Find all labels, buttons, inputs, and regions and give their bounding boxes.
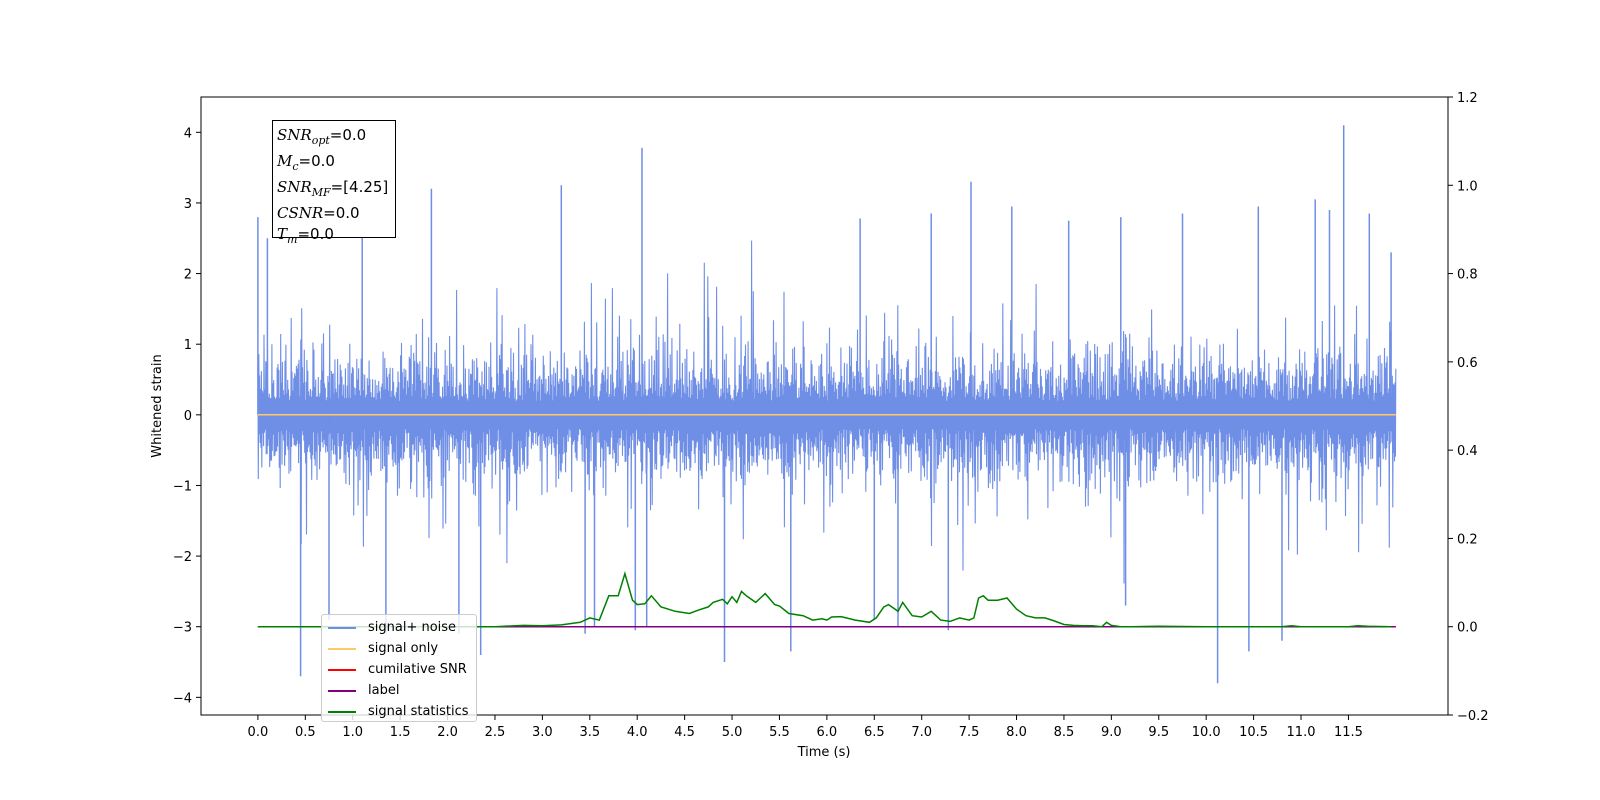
legend-item: signal statistics bbox=[328, 701, 476, 722]
x-tick-label: 9.5 bbox=[1148, 725, 1169, 740]
x-axis-label: Time (s) bbox=[797, 745, 851, 760]
x-tick-label: 7.0 bbox=[911, 725, 932, 740]
legend-swatch bbox=[328, 668, 356, 671]
x-tick-label: 2.5 bbox=[485, 725, 506, 740]
x-tick-label: 5.5 bbox=[769, 725, 790, 740]
csnr-line: CSNR=0.0 bbox=[277, 204, 360, 222]
x-tick-label: 4.0 bbox=[627, 725, 648, 740]
mc-line: Mc=0.0 bbox=[277, 152, 335, 173]
x-tick-label: 2.0 bbox=[437, 725, 458, 740]
x-tick-label: 6.0 bbox=[817, 725, 838, 740]
x-tick-label: 10.5 bbox=[1239, 725, 1268, 740]
legend-swatch bbox=[328, 647, 356, 650]
x-tick-label: 0.0 bbox=[248, 725, 269, 740]
y2-tick-label: 0.2 bbox=[1457, 532, 1478, 547]
signal-statistics-line bbox=[257, 571, 1392, 628]
x-tick-label: 3.0 bbox=[532, 725, 553, 740]
y-axis-right: −0.2 0.0 0.2 0.4 0.6 0.8 1.0 1.2 bbox=[1448, 91, 1489, 724]
x-tick-label: 10.0 bbox=[1192, 725, 1221, 740]
noise-series bbox=[257, 125, 1397, 684]
signal-noise-spikes bbox=[257, 125, 1392, 684]
tm-line: Tm=0.0 bbox=[277, 225, 334, 246]
x-tick-label: 1.0 bbox=[342, 725, 363, 740]
legend-label: signal+ noise bbox=[368, 620, 457, 635]
legend-swatch bbox=[328, 689, 356, 692]
y-tick-label: −2 bbox=[173, 550, 192, 565]
y-tick-label: 1 bbox=[184, 338, 192, 353]
legend-item: cumilative SNR bbox=[328, 659, 476, 680]
x-tick-label: 4.5 bbox=[674, 725, 695, 740]
legend-label: label bbox=[368, 683, 400, 698]
y2-tick-label: 0.8 bbox=[1457, 268, 1478, 283]
y-tick-label: −3 bbox=[173, 621, 192, 636]
x-tick-label: 9.0 bbox=[1101, 725, 1122, 740]
snr-opt-line: SNRopt=0.0 bbox=[277, 126, 367, 147]
x-tick-label: 0.5 bbox=[295, 725, 316, 740]
legend-label: cumilative SNR bbox=[368, 662, 467, 677]
y-tick-label: 4 bbox=[184, 126, 192, 141]
legend-label: signal statistics bbox=[368, 704, 469, 719]
x-tick-label: 11.5 bbox=[1334, 725, 1363, 740]
signal-noise-line bbox=[257, 240, 1397, 584]
x-axis: 0.0 0.5 1.0 1.5 2.0 2.5 3.0 3.5 4.0 4.5 5.0 5.5 6.0 6… bbox=[248, 715, 1363, 740]
x-tick-label: 11.0 bbox=[1287, 725, 1316, 740]
y-tick-label: 0 bbox=[184, 409, 192, 424]
legend-item: label bbox=[328, 680, 476, 701]
y-axis-label: Whitened strain bbox=[150, 354, 165, 457]
legend-label: signal only bbox=[368, 641, 439, 656]
y2-tick-label: 0.6 bbox=[1457, 356, 1478, 371]
legend-swatch bbox=[328, 710, 356, 713]
x-tick-label: 1.5 bbox=[390, 725, 411, 740]
y-tick-label: 2 bbox=[184, 268, 192, 283]
snr-mf-line: SNRMF=[4.25] bbox=[277, 178, 389, 199]
x-tick-label: 6.5 bbox=[864, 725, 885, 740]
x-tick-label: 3.5 bbox=[579, 725, 600, 740]
x-tick-label: 7.5 bbox=[959, 725, 980, 740]
stats-annotation-box: SNRopt=0.0 Mc=0.0 SNRMF=[4.25] CSNR=0.0 … bbox=[272, 120, 396, 246]
y2-tick-label: −0.2 bbox=[1457, 709, 1489, 724]
x-tick-label: 8.0 bbox=[1006, 725, 1027, 740]
y2-tick-label: 1.2 bbox=[1457, 91, 1478, 106]
plot-frame bbox=[200, 96, 1449, 716]
legend: signal+ noise signal only cumilative SNR… bbox=[321, 614, 477, 722]
y-tick-label: 3 bbox=[184, 197, 192, 212]
legend-item: signal+ noise bbox=[328, 617, 476, 638]
y-tick-label: −4 bbox=[173, 691, 192, 706]
y2-tick-label: 1.0 bbox=[1457, 179, 1478, 194]
y2-tick-label: 0.0 bbox=[1457, 621, 1478, 636]
x-tick-label: 5.0 bbox=[722, 725, 743, 740]
x-tick-label: 8.5 bbox=[1054, 725, 1075, 740]
y-tick-label: −1 bbox=[173, 479, 192, 494]
legend-swatch bbox=[328, 626, 356, 629]
legend-item: signal only bbox=[328, 638, 476, 659]
y-axis-left: −4 −3 −2 −1 0 1 2 3 4 bbox=[173, 126, 201, 706]
y2-tick-label: 0.4 bbox=[1457, 444, 1478, 459]
